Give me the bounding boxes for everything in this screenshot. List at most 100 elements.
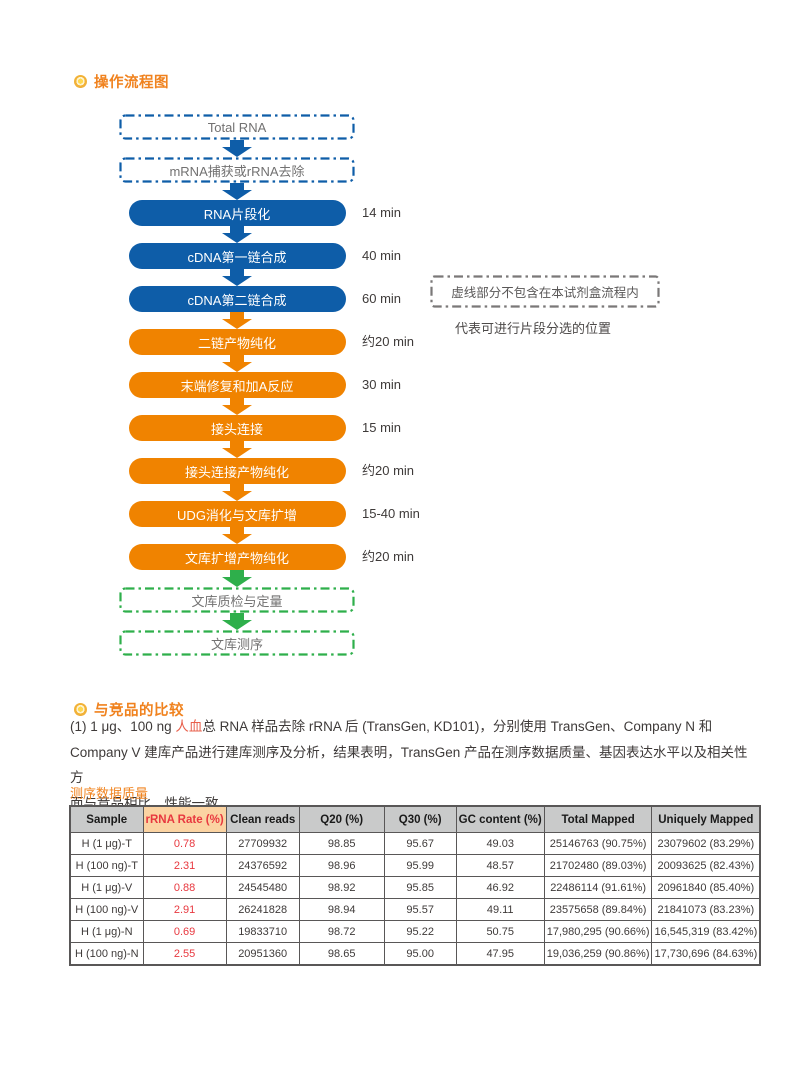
paragraph-line: (1) 1 μg、100 ng 人血总 RNA 样品去除 rRNA 后 (Tra… <box>70 719 713 734</box>
column-header: Clean reads <box>225 805 300 833</box>
flow-step-time: 约20 min <box>362 334 415 349</box>
highlight-text: 人血 <box>175 719 203 734</box>
flowchart: Total RNA mRNA捕获或rRNA去除 RNA片段化 14 min cDNA第一… <box>119 114 420 656</box>
flow-step-label: 接头连接产物纯化 <box>184 464 289 480</box>
table-cell: 98.94 <box>298 898 385 921</box>
flow-step-label: cDNA第二链合成 <box>187 292 287 308</box>
table-cell: H (1 μg)-V <box>69 876 144 899</box>
flow-step-row: 文库测序 <box>119 630 355 656</box>
table-cell: H (1 μg)-T <box>69 832 144 855</box>
table-cell: 98.85 <box>298 832 385 855</box>
table-cell: 19833710 <box>225 920 300 943</box>
flow-step-row: UDG消化与文库扩增 15-40 min <box>119 501 420 527</box>
comparison-paragraph: (1) 1 μg、100 ng 人血总 RNA 样品去除 rRNA 后 (Tra… <box>70 714 760 816</box>
flow-step-row: 文库质检与定量 <box>119 587 355 613</box>
flow-step-label: 文库扩增产物纯化 <box>184 550 289 566</box>
flow-step-row: RNA片段化 14 min <box>119 200 401 226</box>
flow-step-time: 约20 min <box>362 549 415 564</box>
flow-step-time: 15-40 min <box>362 506 420 521</box>
flow-step-label: Total RNA <box>207 119 267 135</box>
flow-step-time: 30 min <box>362 377 402 392</box>
section1-title: 操作流程图 <box>94 75 169 91</box>
flow-step-label: 文库测序 <box>210 636 263 652</box>
table-cell: 50.75 <box>455 920 545 943</box>
table-cell: 2.91 <box>142 898 227 921</box>
flow-step-label: 末端修复和加A反应 <box>180 378 294 394</box>
flow-arrow-icon <box>119 527 355 544</box>
table-cell: 20951360 <box>225 942 300 966</box>
column-header: Uniquely Mapped <box>651 805 761 833</box>
flow-step-box-solid-orange: 接头连接产物纯化 <box>128 458 346 484</box>
table-cell: 25146763 (90.75%) <box>543 832 653 855</box>
flow-arrow-icon <box>119 312 355 329</box>
table-row: H (1 μg)-T 0.78 27709932 98.85 95.67 49.03 251… <box>69 832 761 855</box>
flow-step-row: 末端修复和加A反应 30 min <box>119 372 401 398</box>
section1-header: 操作流程图 <box>74 71 169 92</box>
table-cell: 24545480 <box>225 876 300 899</box>
table-row: H (100 ng)-T 2.31 24376592 98.96 95.99 48.57 2… <box>69 854 761 877</box>
flow-step-time: 14 min <box>362 205 402 220</box>
flow-arrow-icon <box>119 269 355 286</box>
table-cell: 98.96 <box>298 854 385 877</box>
table-cell: 19,036,259 (90.86%) <box>543 942 653 966</box>
legend-box: 虚线部分不包含在本试剂盒流程内 <box>430 275 660 308</box>
bullet-icon <box>74 703 87 716</box>
table-cell: 0.88 <box>142 876 227 899</box>
flow-step-box-solid-orange: 二链产物纯化 <box>128 329 346 355</box>
table-cell: 95.00 <box>383 942 457 966</box>
table-cell: 48.57 <box>455 854 545 877</box>
column-header: rRNA Rate (%) <box>142 805 227 833</box>
flow-step-row: 接头连接产物纯化 约20 min <box>119 458 414 484</box>
table-cell: 21841073 (83.23%) <box>651 898 761 921</box>
flow-step-row: Total RNA <box>119 114 355 140</box>
table-cell: 98.92 <box>298 876 385 899</box>
flow-step-label: RNA片段化 <box>203 206 271 222</box>
table-cell: 49.11 <box>455 898 545 921</box>
table-label: 测序数据质量 <box>70 786 149 801</box>
flow-step-box-solid-orange: 接头连接 <box>128 415 346 441</box>
flow-arrow-icon <box>119 570 355 587</box>
table-cell: 95.99 <box>383 854 457 877</box>
flow-step-box-solid-blue: RNA片段化 <box>128 200 346 226</box>
flow-arrow-icon <box>119 398 355 415</box>
table-cell: 2.31 <box>142 854 227 877</box>
table-cell: 2.55 <box>142 942 227 966</box>
table-cell: 95.57 <box>383 898 457 921</box>
flow-step-label: 接头连接 <box>210 421 263 437</box>
table-cell: 23575658 (89.84%) <box>543 898 653 921</box>
flow-step-box-solid-blue: cDNA第一链合成 <box>128 243 346 269</box>
flow-step-box-solid-orange: 文库扩增产物纯化 <box>128 544 346 570</box>
table-row: H (100 ng)-N 2.55 20951360 98.65 95.00 47.95 1… <box>69 942 761 966</box>
table-cell: 0.78 <box>142 832 227 855</box>
table-cell: 20961840 (85.40%) <box>651 876 761 899</box>
flow-arrow-icon <box>119 226 355 243</box>
table-cell: 17,730,696 (84.63%) <box>651 942 761 966</box>
flow-step-box-solid-orange: UDG消化与文库扩增 <box>128 501 346 527</box>
flow-step-label: cDNA第一链合成 <box>187 249 287 265</box>
table-cell: 22486114 (91.61%) <box>543 876 653 899</box>
flow-arrow-icon <box>119 613 355 630</box>
flow-step-row: cDNA第一链合成 40 min <box>119 243 401 269</box>
table-cell: 0.69 <box>142 920 227 943</box>
flow-step-label: mRNA捕获或rRNA去除 <box>169 163 305 179</box>
flow-step-row: mRNA捕获或rRNA去除 <box>119 157 355 183</box>
table-cell: 95.22 <box>383 920 457 943</box>
table-cell: 24376592 <box>225 854 300 877</box>
table-cell: 95.85 <box>383 876 457 899</box>
table-cell: 27709932 <box>225 832 300 855</box>
legend-caption: 代表可进行片段分选的位置 <box>455 321 612 336</box>
table-cell: 26241828 <box>225 898 300 921</box>
flow-step-row: 文库扩增产物纯化 约20 min <box>119 544 414 570</box>
flow-arrow-icon <box>119 484 355 501</box>
table-cell: 46.92 <box>455 876 545 899</box>
table-cell: H (100 ng)-T <box>69 854 144 877</box>
table-cell: 23079602 (83.29%) <box>651 832 761 855</box>
flow-step-box-dashed-blue: Total RNA <box>119 114 355 140</box>
section2-title: 与竞品的比较 <box>94 703 184 719</box>
table-cell: 98.72 <box>298 920 385 943</box>
table-cell: H (100 ng)-N <box>69 942 144 966</box>
table-row: H (1 μg)-V 0.88 24545480 98.92 95.85 46.92 224… <box>69 876 761 899</box>
table-header: Sample rRNA Rate (%) Clean reads Q20 (%) Q30… <box>69 805 761 833</box>
flow-arrow-icon <box>119 140 355 157</box>
column-header: Total Mapped <box>543 805 653 833</box>
